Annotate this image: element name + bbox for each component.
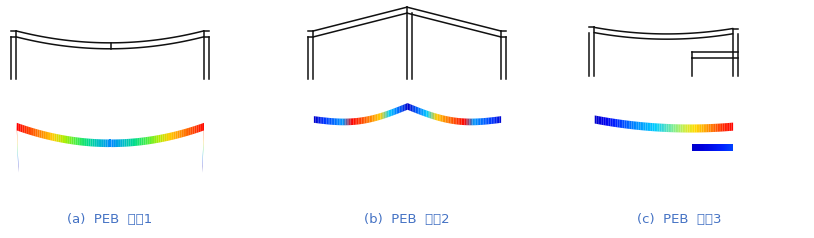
Text: (c)  PEB  타입3: (c) PEB 타입3 (637, 213, 722, 226)
Text: (b)  PEB  타입2: (b) PEB 타입2 (364, 213, 450, 226)
Text: (a)  PEB  타입1: (a) PEB 타입1 (68, 213, 152, 226)
